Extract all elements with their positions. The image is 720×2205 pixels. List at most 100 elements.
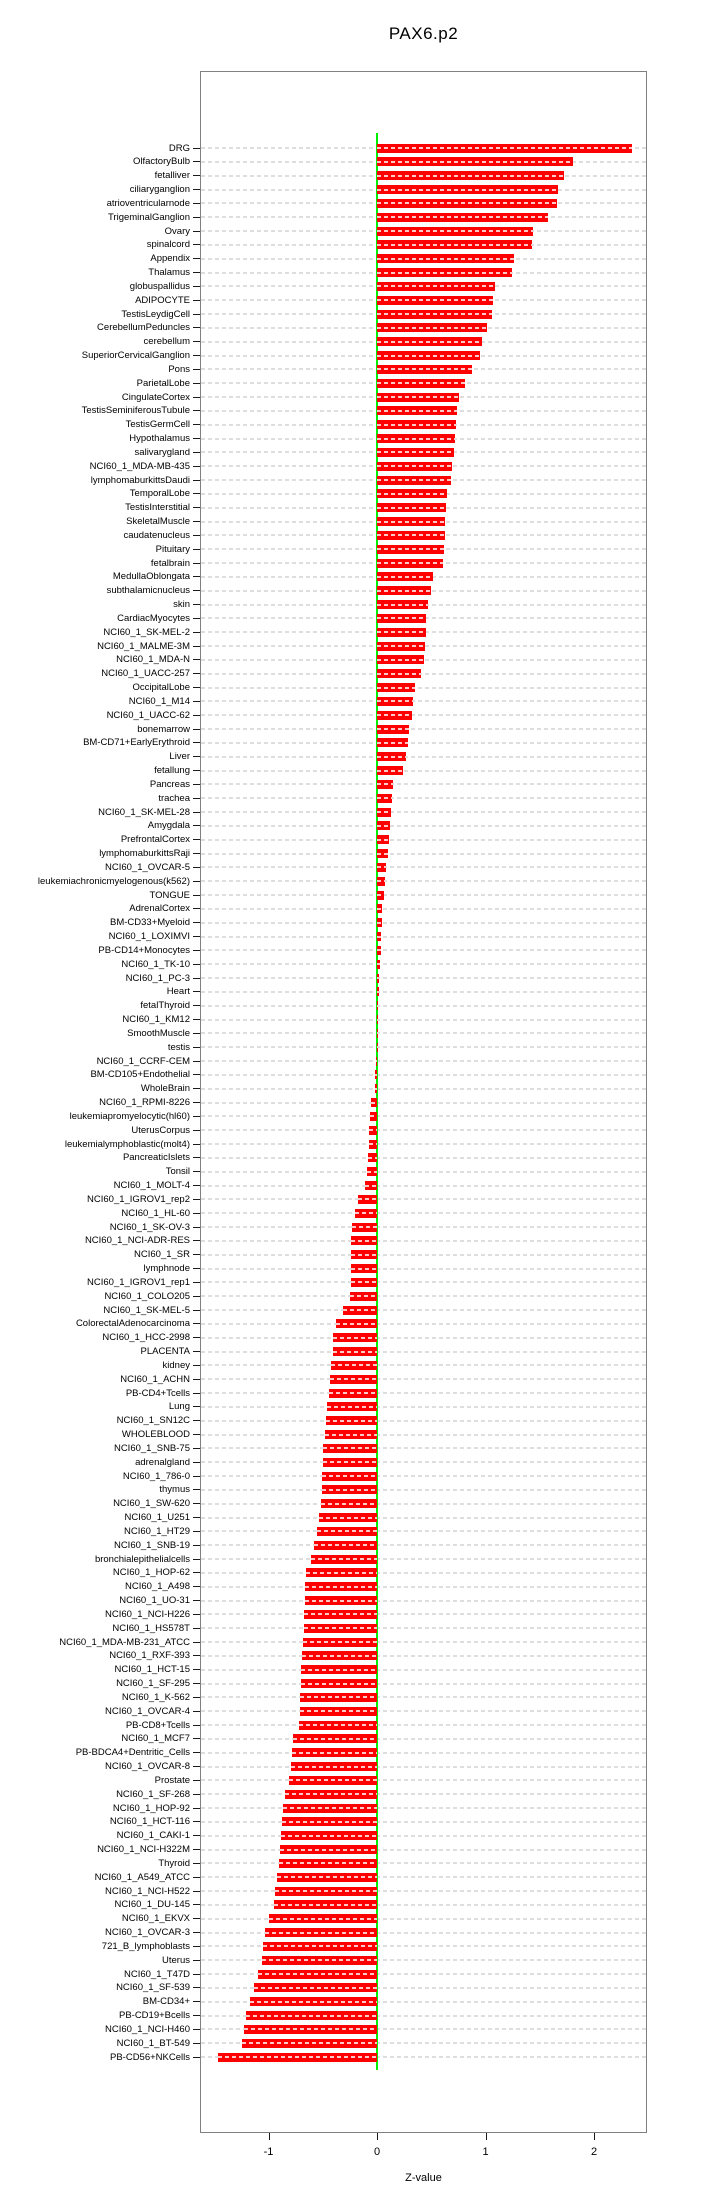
bar <box>377 295 494 305</box>
bar <box>377 627 426 637</box>
category-label: Liver <box>169 751 190 763</box>
bar <box>377 434 456 443</box>
category-label: kidney <box>162 1359 190 1371</box>
bar <box>305 1596 377 1606</box>
y-axis-tick <box>193 1669 200 1671</box>
category-label: Pons <box>168 363 190 375</box>
category-label: PrefrontalCortex <box>120 834 190 846</box>
y-axis-tick <box>193 894 200 896</box>
y-axis-tick <box>193 493 200 495</box>
category-label: skin <box>173 599 190 611</box>
gridline <box>201 935 646 938</box>
bar <box>261 1955 377 1965</box>
y-axis-tick <box>193 1641 200 1643</box>
gridline <box>201 1903 646 1906</box>
bar-gridline-overlay <box>322 1447 377 1450</box>
category-label: fetalbrain <box>150 557 190 569</box>
x-axis-tick <box>594 2133 595 2140</box>
gridline <box>201 700 646 703</box>
bar <box>358 1194 377 1204</box>
bar-gridline-overlay <box>377 894 384 897</box>
y-axis-tick <box>193 562 200 564</box>
category-label: NCI60_1_M14 <box>128 695 190 707</box>
y-axis-tick <box>193 410 200 412</box>
category-label: NCI60_1_OVCAR-8 <box>104 1761 190 1773</box>
category-label: PLACENTA <box>140 1346 190 1358</box>
category-label: NCI60_1_SK-MEL-2 <box>103 626 190 638</box>
y-axis-tick <box>193 1392 200 1394</box>
bar <box>242 2038 377 2048</box>
y-axis-tick <box>193 2015 200 2017</box>
bar <box>280 1831 377 1841</box>
bar <box>377 212 549 222</box>
y-axis-tick <box>193 1475 200 1477</box>
category-label: CingulateCortex <box>121 391 190 403</box>
y-axis-tick <box>193 1212 200 1214</box>
bar <box>351 1222 377 1232</box>
category-label: NCI60_1_HCT-116 <box>109 1816 190 1828</box>
bar-gridline-overlay <box>277 1876 377 1879</box>
category-label: NCI60_1_SF-268 <box>116 1788 190 1800</box>
gridline <box>201 1710 646 1713</box>
bar <box>326 1416 377 1426</box>
bar <box>320 1499 377 1509</box>
category-label: salivarygland <box>134 446 190 458</box>
bar-gridline-overlay <box>377 202 558 205</box>
category-label: NCI60_1_HT29 <box>123 1525 190 1537</box>
bar-gridline-overlay <box>279 1862 377 1865</box>
bar-gridline-overlay <box>377 326 487 329</box>
category-label: ADIPOCYTE <box>135 294 190 306</box>
gridline <box>201 1973 646 1976</box>
category-label: OccipitalLobe <box>132 682 190 694</box>
category-label: NCI60_1_NCI-ADR-RES <box>84 1235 190 1247</box>
bar-gridline-overlay <box>355 1212 377 1215</box>
category-label: NCI60_1_SF-539 <box>116 1982 190 1994</box>
category-label: CardiacMyocytes <box>117 612 190 624</box>
bar-gridline-overlay <box>371 1101 377 1104</box>
x-axis-title: Z-value <box>405 2172 442 2184</box>
bar-gridline-overlay <box>261 1959 377 1962</box>
bar <box>292 1748 377 1758</box>
bar <box>245 2011 377 2021</box>
y-axis-tick <box>193 963 200 965</box>
y-axis-tick <box>193 576 200 578</box>
gridline <box>201 1198 646 1201</box>
bar-gridline-overlay <box>377 963 380 966</box>
y-axis-tick <box>193 355 200 356</box>
y-axis-tick <box>193 1544 200 1546</box>
bar-gridline-overlay <box>313 1544 377 1547</box>
bar-gridline-overlay <box>319 1516 377 1519</box>
y-axis-tick <box>193 1738 200 1740</box>
category-label: Prostate <box>154 1774 190 1786</box>
category-label: NCI60_1_A498 <box>125 1581 190 1593</box>
bar <box>377 530 445 540</box>
bar <box>377 143 632 153</box>
gridline <box>201 797 646 800</box>
category-label: NCI60_1_RPMI-8226 <box>99 1097 190 1109</box>
category-label: NCI60_1_HCC-2998 <box>102 1332 190 1344</box>
bar-gridline-overlay <box>317 1530 377 1533</box>
bar-gridline-overlay <box>320 1502 377 1505</box>
y-axis-tick <box>193 700 200 702</box>
bar-gridline-overlay <box>292 1751 377 1754</box>
gridline <box>201 1212 646 1215</box>
gridline <box>201 1876 646 1879</box>
gridline <box>201 1986 646 1989</box>
bar-gridline-overlay <box>281 1820 377 1823</box>
y-axis-tick <box>193 175 200 177</box>
bar-gridline-overlay <box>377 824 391 827</box>
bar <box>377 544 445 554</box>
category-label: TrigeminalGanglion <box>107 211 190 223</box>
category-label: Lung <box>168 1401 190 1413</box>
bar <box>303 1623 377 1633</box>
bar <box>377 281 496 291</box>
x-tick-label: -1 <box>263 2146 274 2158</box>
category-label: Uterus <box>162 1954 190 1966</box>
bar <box>319 1513 377 1523</box>
bar <box>351 1236 377 1246</box>
y-axis-tick <box>193 866 200 868</box>
bar-gridline-overlay <box>375 1073 377 1076</box>
y-axis-tick <box>193 1530 200 1532</box>
bar <box>263 1941 377 1951</box>
bar-gridline-overlay <box>377 741 409 744</box>
